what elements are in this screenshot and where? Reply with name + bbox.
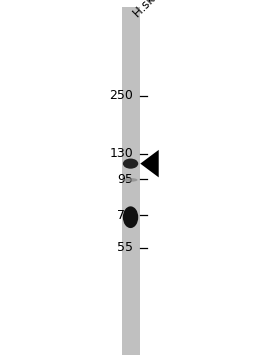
Text: 130: 130 (109, 147, 133, 160)
Text: 72: 72 (117, 209, 133, 222)
Ellipse shape (123, 178, 138, 182)
Polygon shape (140, 150, 159, 177)
Circle shape (123, 206, 138, 228)
Text: 95: 95 (117, 173, 133, 186)
Text: 55: 55 (117, 241, 133, 254)
Text: 250: 250 (109, 89, 133, 102)
Bar (122, 7, 140, 355)
Text: H.skeletal muscle: H.skeletal muscle (131, 0, 213, 20)
Ellipse shape (123, 159, 138, 169)
